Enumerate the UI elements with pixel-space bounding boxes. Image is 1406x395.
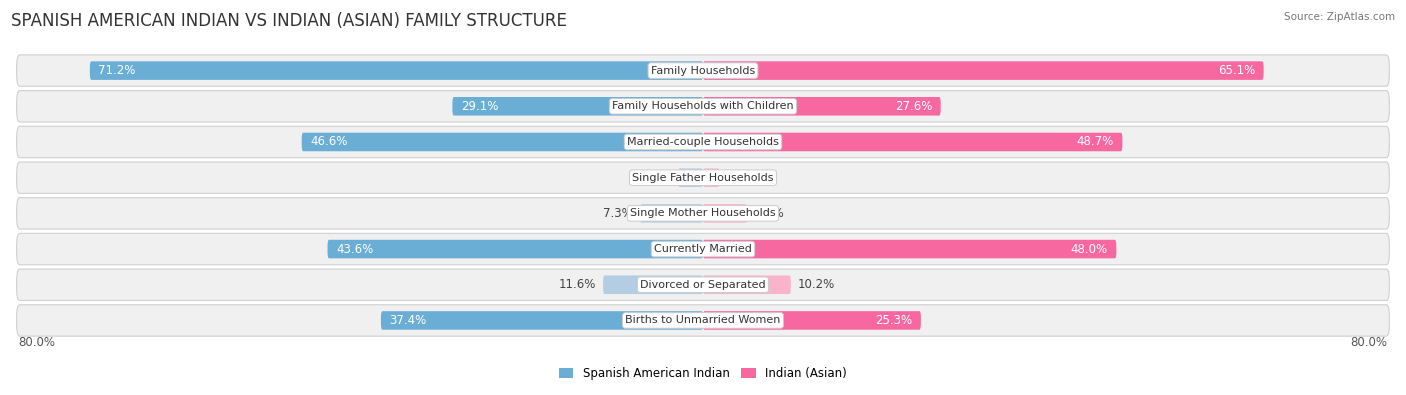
FancyBboxPatch shape (17, 269, 1389, 301)
Text: Births to Unmarried Women: Births to Unmarried Women (626, 316, 780, 325)
Text: Married-couple Households: Married-couple Households (627, 137, 779, 147)
FancyBboxPatch shape (17, 126, 1389, 158)
Text: 2.9%: 2.9% (641, 171, 671, 184)
FancyBboxPatch shape (302, 133, 703, 151)
Text: Source: ZipAtlas.com: Source: ZipAtlas.com (1284, 12, 1395, 22)
FancyBboxPatch shape (703, 168, 720, 187)
FancyBboxPatch shape (381, 311, 703, 330)
Text: 48.0%: 48.0% (1070, 243, 1108, 256)
Text: Divorced or Separated: Divorced or Separated (640, 280, 766, 290)
Text: Single Mother Households: Single Mother Households (630, 209, 776, 218)
Text: 46.6%: 46.6% (311, 135, 347, 149)
Text: 7.3%: 7.3% (603, 207, 633, 220)
FancyBboxPatch shape (90, 61, 703, 80)
Text: Currently Married: Currently Married (654, 244, 752, 254)
Text: 80.0%: 80.0% (1351, 336, 1388, 349)
FancyBboxPatch shape (703, 204, 747, 223)
FancyBboxPatch shape (703, 240, 1116, 258)
FancyBboxPatch shape (17, 198, 1389, 229)
FancyBboxPatch shape (703, 311, 921, 330)
Text: 10.2%: 10.2% (797, 278, 835, 291)
FancyBboxPatch shape (17, 233, 1389, 265)
FancyBboxPatch shape (17, 162, 1389, 194)
FancyBboxPatch shape (453, 97, 703, 116)
Legend: Spanish American Indian, Indian (Asian): Spanish American Indian, Indian (Asian) (554, 363, 852, 385)
Text: Family Households with Children: Family Households with Children (612, 101, 794, 111)
Text: 25.3%: 25.3% (875, 314, 912, 327)
FancyBboxPatch shape (703, 133, 1122, 151)
FancyBboxPatch shape (703, 275, 790, 294)
FancyBboxPatch shape (17, 90, 1389, 122)
Text: 27.6%: 27.6% (894, 100, 932, 113)
FancyBboxPatch shape (328, 240, 703, 258)
Text: 11.6%: 11.6% (558, 278, 596, 291)
FancyBboxPatch shape (603, 275, 703, 294)
FancyBboxPatch shape (640, 204, 703, 223)
Text: 43.6%: 43.6% (336, 243, 374, 256)
Text: 29.1%: 29.1% (461, 100, 498, 113)
Text: Single Father Households: Single Father Households (633, 173, 773, 182)
Text: 80.0%: 80.0% (18, 336, 55, 349)
Text: 65.1%: 65.1% (1218, 64, 1256, 77)
Text: 48.7%: 48.7% (1077, 135, 1114, 149)
Text: 1.9%: 1.9% (727, 171, 756, 184)
Text: 5.1%: 5.1% (754, 207, 783, 220)
Text: SPANISH AMERICAN INDIAN VS INDIAN (ASIAN) FAMILY STRUCTURE: SPANISH AMERICAN INDIAN VS INDIAN (ASIAN… (11, 12, 567, 30)
FancyBboxPatch shape (17, 305, 1389, 336)
Text: 37.4%: 37.4% (389, 314, 427, 327)
FancyBboxPatch shape (703, 97, 941, 116)
Text: 71.2%: 71.2% (98, 64, 136, 77)
FancyBboxPatch shape (678, 168, 703, 187)
Text: Family Households: Family Households (651, 66, 755, 75)
FancyBboxPatch shape (703, 61, 1264, 80)
FancyBboxPatch shape (17, 55, 1389, 86)
